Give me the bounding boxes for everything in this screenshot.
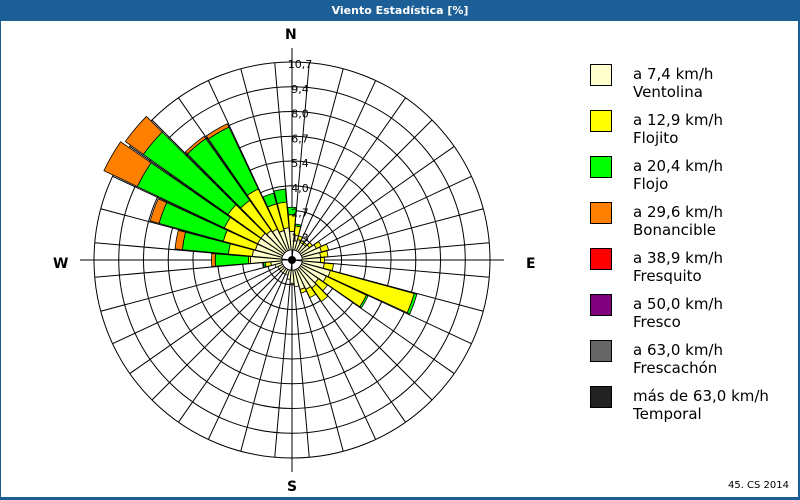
legend-item-fresco: a 50,0 km/h Fresco [590,291,790,337]
radial-tick-label: 10,7 [288,58,313,71]
legend-swatch [590,202,612,224]
grid-spoke [301,146,455,254]
legend-name: Ventolina [633,83,703,101]
legend-item-flojo: a 20,4 km/h Flojo [590,153,790,199]
rose-bar-segment [311,283,329,303]
rose-bar-segment [359,294,369,309]
grid-spoke [300,119,433,252]
rose-bar-segment [149,198,168,224]
grid-spoke [294,68,344,249]
copyright-footer: 45. CS 2014 [727,480,789,491]
rose-bar-segment [287,206,297,216]
radial-tick-label: 9,4 [291,83,309,96]
east-label: E [526,256,536,272]
legend-name: Fresquito [633,267,702,285]
grid-spoke [296,80,377,250]
legend-range: a 50,0 km/h [633,295,723,313]
calm-center [288,256,296,264]
legend-item-temporal: más de 63,0 km/h Temporal [590,383,790,429]
rose-bar-segment [211,253,216,267]
grid-spoke [292,271,310,458]
legend-item-bonancible: a 29,6 km/h Bonancible [590,199,790,245]
rose-bar-segment [124,115,163,155]
radial-tick-label: 8,0 [291,108,309,121]
legend-name: Temporal [633,405,702,423]
legend-range: a 63,0 km/h [633,341,723,359]
legend-range: a 12,9 km/h [633,111,723,129]
radial-tick-label: 1,3 [291,231,309,244]
radial-tick-label: 2,7 [291,207,309,220]
rose-bar-segment [313,241,322,250]
legend-range: a 20,4 km/h [633,157,723,175]
legend-swatch [590,64,612,86]
legend-name: Flojito [633,129,679,147]
radial-tick-label: 6,7 [291,132,309,145]
grid-spoke [129,266,283,374]
grid-spoke [151,268,284,401]
rose-bar-segment [174,229,186,251]
legend-swatch [590,294,612,316]
rose-bar-segment [297,235,303,242]
rose-bar-segment [103,141,152,188]
legend-swatch [590,340,612,362]
west-label: W [53,256,69,272]
legend-range: a 7,4 km/h [633,65,714,83]
legend-swatch [590,248,612,270]
legend-swatch [590,110,612,132]
legend-name: Fresco [633,313,681,331]
rose-bar-segment [319,243,330,253]
rose-bar-segment [299,287,307,294]
rose-bar-segment [305,286,317,299]
south-label: S [287,479,298,495]
grid-spoke [274,259,293,458]
grid-spoke [100,262,281,312]
legend-range: a 29,6 km/h [633,203,723,221]
grid-spoke [303,242,490,260]
grid-spoke [303,208,484,258]
rose-bar-segment [184,135,207,155]
rose-bar-segment [273,188,287,205]
wind-rose-plot: 1,3 2,7 4,0 5,4 6,7 8,0 9,4 10,7 [80,48,504,472]
grid-spoke [178,269,286,423]
rose-bar-segment [322,262,334,271]
legend-name: Flojo [633,175,669,193]
north-label: N [285,27,297,43]
legend-swatch [590,386,612,408]
rose-bar-segment [406,293,418,315]
legend-name: Frescachón [633,359,718,377]
legend-name: Bonancible [633,221,717,239]
legend-item-ventolina: a 7,4 km/h Ventolina [590,61,790,107]
legend: a 7,4 km/h Ventolina a 12,9 km/h Flojito a… [590,61,790,429]
rose-bar-segment [320,256,325,264]
radial-tick-label: 4,0 [291,182,309,195]
rose-bar-segment [205,123,230,140]
rose-bar-segment [294,223,302,228]
grid-spoke [294,271,344,452]
rose-bar-segment [314,278,329,292]
grid-spoke [240,271,290,452]
grid-spoke [207,270,288,440]
rose-bar-segment [262,192,278,208]
window-title: Viento Estadística [%] [0,0,800,21]
grid-spoke [296,270,377,440]
legend-item-flojito: a 12,9 km/h Flojito [590,107,790,153]
rose-bar-segment [262,262,265,268]
rose-bar-segment [286,269,292,280]
legend-item-fresquito: a 38,9 km/h Fresquito [590,245,790,291]
radial-tick-label: 5,4 [291,157,309,170]
chart-panel: 1,3 2,7 4,0 5,4 6,7 8,0 9,4 10,7 N E S W a 7,4 … [1,21,798,497]
rose-bar-segment [319,250,329,258]
legend-range: más de 63,0 km/h [633,387,769,405]
grid-spoke [112,264,282,345]
grid-spoke [298,97,406,251]
legend-item-frescachon: a 63,0 km/h Frescachón [590,337,790,383]
legend-swatch [590,156,612,178]
rose-bar-segment [292,269,300,288]
legend-range: a 38,9 km/h [633,249,723,267]
grid-spoke [302,175,472,256]
